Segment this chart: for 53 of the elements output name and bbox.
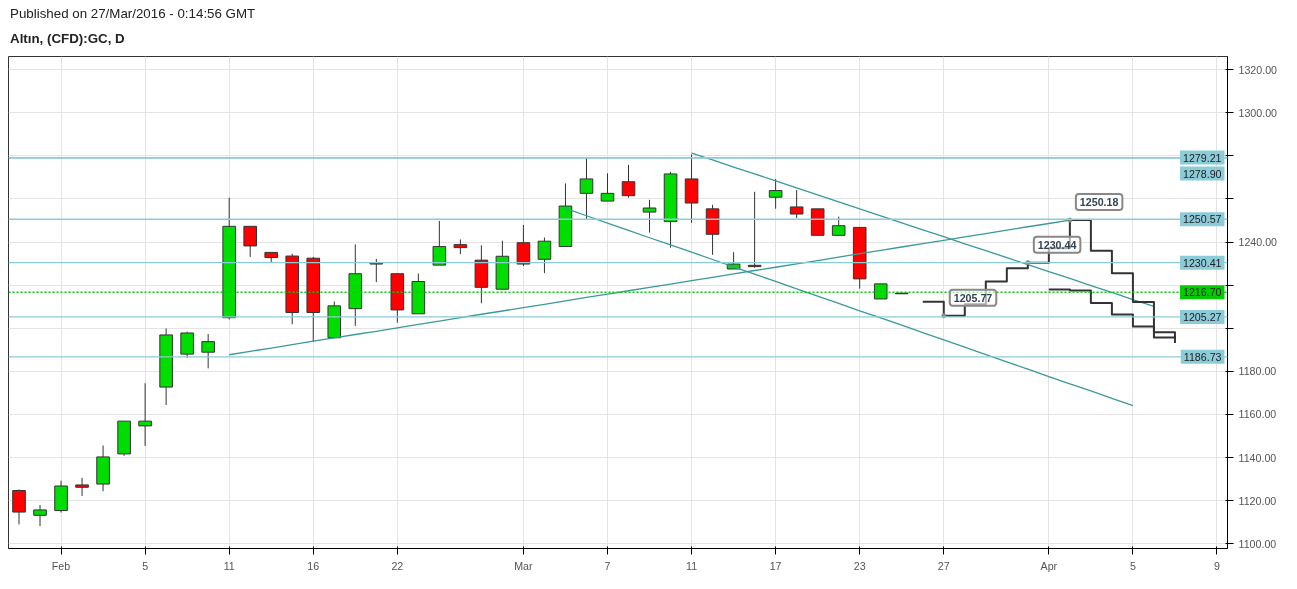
point (1025, 260, 1031, 266)
data-label: 1230.44 (1037, 238, 1077, 251)
candlestick (621, 164, 636, 199)
x-tick-label: 17 (769, 559, 782, 572)
x-tick-label: 11 (223, 559, 235, 572)
candlestick (600, 172, 615, 202)
x-tick-label: Apr (1040, 559, 1058, 572)
candlestick (12, 489, 26, 525)
candlestick (747, 191, 762, 269)
y-tick-label: 1160.00 (1238, 408, 1277, 421)
legend-label: 1278.90 (1182, 167, 1222, 180)
y-tick-label: 1300.00 (1238, 106, 1278, 119)
y-tick-label: 1120.00 (1238, 494, 1277, 507)
candlestick (789, 189, 804, 219)
x-tick-label: 16 (307, 559, 320, 572)
ref-line-label: 1279.21 (1182, 151, 1222, 164)
candlestick (516, 224, 531, 267)
x-tick-label: 22 (391, 559, 404, 572)
y-tick-label: 1100.00 (1238, 537, 1277, 550)
ref-line-label: 1205.27 (1182, 310, 1222, 323)
x-tick-label: 27 (937, 559, 950, 572)
candlestick (537, 237, 552, 274)
data-label: 1250.18 (1079, 196, 1119, 209)
data-label: 1205.77 (953, 291, 993, 304)
ref-line-label: 1216.70 (1182, 286, 1222, 299)
y-tick-label: 1140.00 (1238, 451, 1277, 464)
x-tick-label: 5 (1129, 559, 1136, 572)
x-tick-label: 9 (1214, 559, 1221, 572)
chart-title: Altın, (CFD):GC, D (10, 30, 125, 49)
x-tick-label: 5 (142, 559, 149, 572)
text: Published on 27/Mar/2016 - 0:14:56 GMT (10, 5, 256, 23)
x-tick-label: Feb (51, 559, 71, 572)
y-tick-label: 1180.00 (1238, 365, 1277, 378)
candlestick (138, 382, 152, 447)
candlestick (432, 220, 447, 266)
x-tick-label: Mar (514, 559, 534, 572)
candlestick (33, 504, 47, 527)
candlestick (243, 225, 257, 258)
ref-line-label: 1230.41 (1182, 256, 1222, 269)
ref-line-label: 1186.73 (1183, 350, 1222, 363)
candlestick (642, 199, 657, 234)
x-tick-label: 23 (853, 559, 866, 572)
candlestick (768, 178, 783, 210)
candlestick (201, 333, 215, 369)
y-tick-label: 1320.00 (1238, 63, 1278, 76)
candlestick (369, 258, 384, 283)
candlestick (579, 156, 594, 220)
candlestick (75, 477, 89, 497)
y-tick-label: 1240.00 (1238, 236, 1278, 249)
candlestick (831, 216, 846, 236)
x-tick-label: 7 (604, 559, 611, 572)
x-tick-label: 11 (686, 559, 698, 572)
ref-line-label: 1250.57 (1182, 213, 1222, 226)
